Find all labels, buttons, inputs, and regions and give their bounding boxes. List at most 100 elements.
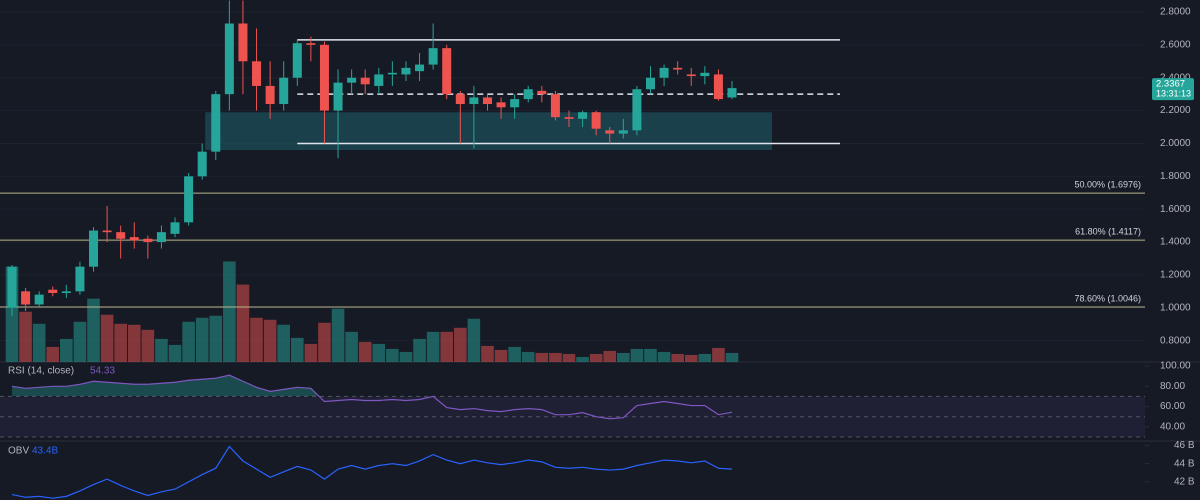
- candle-body: [197, 151, 207, 177]
- candle-body: [469, 97, 479, 105]
- candle-body: [578, 112, 588, 119]
- candle-body: [279, 77, 289, 105]
- volume-bar: [304, 343, 318, 362]
- volume-bar: [494, 349, 508, 362]
- volume-bar: [589, 353, 603, 362]
- volume-bar: [481, 345, 494, 362]
- volume-bar: [725, 352, 739, 362]
- demand-zone: [205, 112, 772, 151]
- volume-bar: [372, 343, 386, 362]
- candle-body: [116, 232, 126, 239]
- candle-body: [523, 89, 533, 100]
- volume-bar: [549, 352, 562, 362]
- volume-bar: [195, 317, 209, 362]
- volume-bar: [46, 346, 60, 362]
- candle-body: [48, 289, 58, 293]
- rsi-value: 54.33: [90, 366, 115, 377]
- candle-body: [510, 99, 520, 108]
- y-tick-label: 2.2000: [1160, 105, 1191, 116]
- volume-bar: [168, 344, 182, 362]
- candle-body: [387, 72, 397, 75]
- candle-body: [374, 74, 384, 86]
- candle-body: [61, 291, 71, 293]
- candle-body: [347, 77, 357, 83]
- y-tick-label: 0.8000: [1160, 335, 1191, 346]
- candle-body: [252, 61, 262, 86]
- candle-body: [143, 238, 153, 243]
- candle-body: [632, 89, 642, 131]
- candle-body: [224, 23, 234, 95]
- obv-tick-label: 46 B: [1174, 440, 1195, 451]
- candle-body: [170, 222, 180, 234]
- volume-bar: [277, 324, 290, 362]
- volume-bar: [644, 348, 657, 362]
- volume-bar: [657, 351, 671, 362]
- candle-body: [428, 48, 438, 65]
- candle-body: [238, 23, 248, 62]
- volume-bar: [73, 321, 87, 362]
- candle-body: [496, 102, 506, 108]
- candle-body: [306, 43, 316, 45]
- volume-bar: [698, 353, 712, 362]
- candle-body: [727, 88, 737, 98]
- volume-bar: [426, 331, 440, 362]
- candle-body: [605, 130, 615, 134]
- volume-bar: [630, 348, 644, 362]
- y-tick-label: 1.2000: [1160, 270, 1191, 281]
- volume-bar: [454, 327, 467, 362]
- y-tick-label: 2.8000: [1160, 7, 1191, 18]
- candle-body: [673, 67, 683, 70]
- fib-label: 61.80% (1.4117): [1075, 226, 1141, 236]
- volume-bar: [535, 352, 549, 362]
- rsi-tick-label: 80.00: [1160, 381, 1185, 392]
- volume-bar: [209, 315, 223, 362]
- price-tag: [1152, 78, 1194, 101]
- candle-body: [360, 77, 370, 85]
- volume-bar: [617, 352, 630, 362]
- volume-bar: [60, 338, 73, 362]
- candle-body: [21, 291, 31, 305]
- volume-bar: [712, 347, 725, 362]
- candle-body: [102, 230, 112, 233]
- volume-bar: [603, 350, 617, 362]
- candle-body: [618, 130, 628, 134]
- y-tick-label: 1.6000: [1160, 204, 1191, 215]
- volume-bar: [399, 351, 413, 362]
- volume-bar: [318, 322, 331, 362]
- volume-bar: [290, 337, 304, 362]
- volume-bar: [467, 318, 481, 362]
- candle-body: [645, 77, 655, 90]
- obv-label: OBV: [8, 446, 29, 457]
- candle-body: [537, 90, 547, 95]
- candle-body: [401, 67, 411, 75]
- candle-body: [550, 94, 560, 118]
- volume-bar: [223, 261, 236, 362]
- volume-bar: [684, 354, 698, 362]
- candle-body: [564, 117, 574, 119]
- candle-body: [455, 94, 465, 105]
- candle-body: [156, 232, 166, 243]
- y-tick-label: 1.4000: [1160, 237, 1191, 248]
- volume-bar: [440, 331, 454, 362]
- volume-bar: [358, 341, 372, 362]
- candle-body: [211, 94, 221, 152]
- volume-bar: [127, 324, 141, 362]
- volume-bar: [508, 346, 521, 362]
- volume-bar: [19, 311, 32, 362]
- obv-tick-label: 44 B: [1174, 458, 1195, 469]
- last-price: 2.3367: [1156, 79, 1185, 90]
- candle-body: [184, 176, 194, 223]
- candle-body: [700, 72, 710, 77]
- candle-body: [89, 230, 99, 267]
- volume-bar: [331, 308, 345, 362]
- candle-body: [686, 74, 696, 77]
- volume-bar: [87, 298, 100, 362]
- fib-label: 78.60% (1.0046): [1074, 293, 1141, 303]
- volume-bar: [671, 353, 684, 362]
- obv-value: 43.4B: [32, 446, 58, 457]
- candle-body: [442, 48, 452, 95]
- candle-body: [415, 64, 425, 72]
- obv-tick-label: 42 B: [1174, 476, 1195, 487]
- rsi-tick-label: 40.00: [1160, 421, 1185, 432]
